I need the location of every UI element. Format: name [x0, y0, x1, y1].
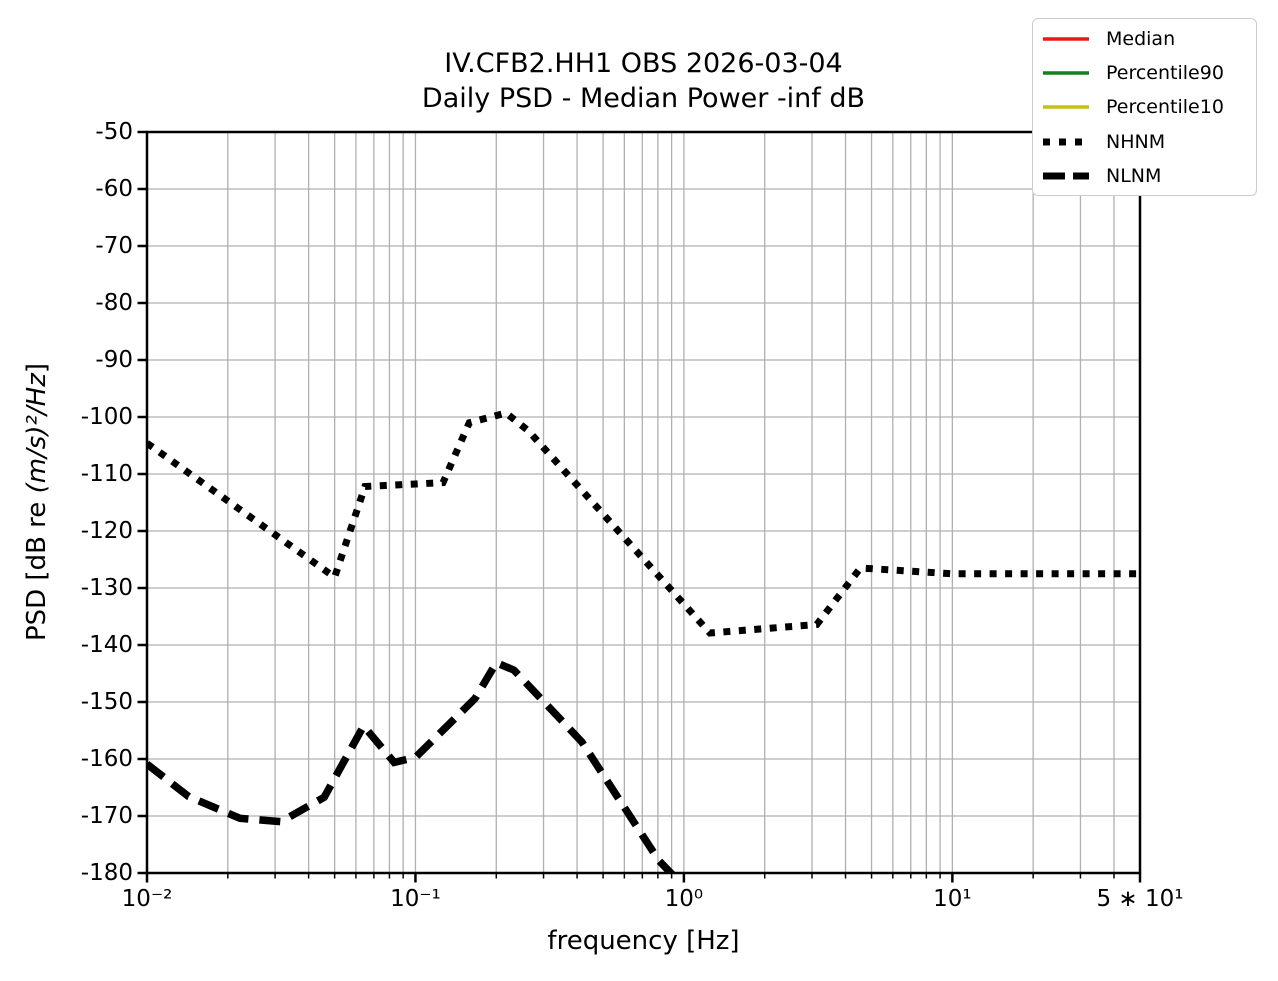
- title-line-1: IV.CFB2.HH1 OBS 2026-03-04: [444, 48, 843, 79]
- x-tick-label: 10⁻¹: [390, 886, 441, 912]
- plot-border: [145, 130, 1142, 875]
- y-tick-label: -140: [80, 632, 133, 658]
- y-tick-label: -180: [80, 860, 133, 886]
- y-axis-label: PSD [dB re (m/s)²/Hz]: [22, 363, 52, 641]
- legend-item-median: Median: [1033, 22, 1256, 56]
- legend-item-nlnm: NLNM: [1033, 159, 1256, 193]
- y-tick-label: -70: [95, 233, 133, 259]
- x-tick-label: 10⁻²: [121, 886, 173, 912]
- x-tick-label: 5 ∗ 10¹: [1096, 886, 1184, 912]
- gridlines: [147, 132, 1140, 873]
- legend-item-percentile90: Percentile90: [1033, 56, 1256, 90]
- tick-marks: [137, 130, 1142, 883]
- x-tick-label: 10⁰: [664, 886, 704, 912]
- y-tick-label: -120: [80, 518, 133, 544]
- curves: [147, 409, 1140, 873]
- legend-label: Percentile90: [1106, 62, 1224, 85]
- legend-item-nhnm: NHNM: [1033, 125, 1256, 159]
- y-tick-label: -80: [95, 290, 133, 316]
- y-axis-label-text: PSD [dB re: [22, 493, 52, 642]
- y-tick-label: -50: [95, 119, 133, 145]
- y-axis-label-close: ]: [22, 362, 52, 374]
- curve-nlnm: [147, 657, 677, 873]
- y-tick-label: -160: [80, 746, 133, 772]
- y-axis-label-units: (m/s)²/Hz: [22, 373, 52, 494]
- legend-item-percentile10: Percentile10: [1033, 90, 1256, 124]
- y-tick-label: -150: [80, 689, 133, 715]
- x-axis-label: frequency [Hz]: [547, 926, 740, 956]
- x-tick-label: 10¹: [933, 886, 972, 912]
- legend: Median Percentile90 Percentile10 NHNM NL…: [1032, 18, 1257, 196]
- legend-label: NLNM: [1106, 164, 1162, 187]
- curve-nhnm: [147, 409, 1140, 637]
- title-line-2: Daily PSD - Median Power -inf dB: [421, 83, 866, 114]
- y-tick-label: -90: [95, 347, 133, 373]
- y-tick-label: -130: [80, 575, 133, 601]
- legend-label: NHNM: [1106, 130, 1166, 153]
- y-tick-label: -170: [80, 803, 133, 829]
- legend-label: Percentile10: [1106, 96, 1224, 119]
- legend-label: Median: [1106, 28, 1176, 51]
- page-title: IV.CFB2.HH1 OBS 2026-03-04 Daily PSD - M…: [147, 46, 1140, 116]
- y-tick-label: -60: [95, 176, 133, 202]
- y-tick-label: -100: [80, 404, 133, 430]
- y-tick-label: -110: [80, 461, 133, 487]
